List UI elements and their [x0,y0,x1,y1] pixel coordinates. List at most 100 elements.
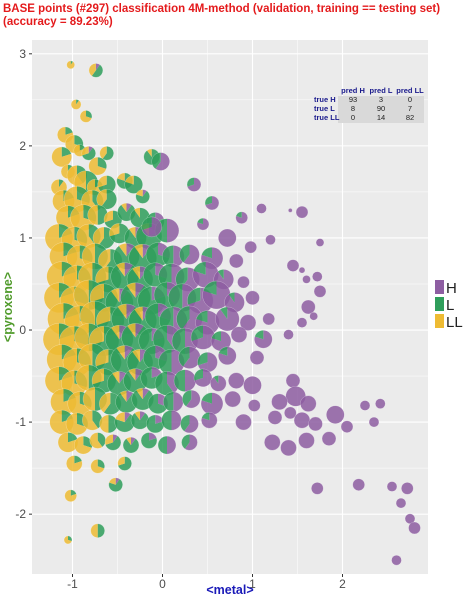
pie-point [312,271,323,282]
pie-point [298,266,306,274]
pie-outline [375,398,386,409]
pie-slice [408,521,421,534]
pie-slice [300,395,317,412]
pie-point [163,391,184,413]
pie-point [88,156,107,176]
pie-outline [182,389,201,409]
pie-slice [184,414,199,433]
cm-cell: 0 [351,113,355,122]
pie-slice [98,248,111,271]
pie-slice [141,216,152,230]
pie-outline [218,228,237,248]
pie-slice [268,410,282,425]
pie-slice [109,477,116,485]
pie-outline [249,350,265,365]
pie-slice [99,414,109,433]
pie-slice [264,434,281,451]
pie-slice [67,391,92,416]
pie-slice [57,432,79,453]
pie-slice [254,330,273,349]
pie-point [218,346,237,365]
pie-outline [280,439,297,457]
pie-slice [176,305,190,330]
pie-point [368,416,380,428]
pie-slice [155,371,175,396]
pie-slice [271,393,288,410]
pie-slice [96,189,107,208]
pie-slice [301,300,316,314]
pie-slice [284,406,297,419]
pie-slice [95,349,109,367]
pie-point [96,189,117,210]
pie-slice [117,172,125,181]
pie-slice [73,280,89,311]
pie-point [293,412,311,429]
pie-slice [250,350,264,365]
pie-slice [245,290,260,305]
pie-point [70,99,82,110]
pie-slice [102,146,114,161]
pie-slice [181,434,190,449]
pie-point [326,405,345,424]
pie-slice [117,303,127,319]
pie-slice [341,420,353,433]
pie-point [237,275,250,289]
pie-slice [161,410,172,431]
pie-slice [179,244,190,263]
pie-slice [124,175,143,194]
pie-outline [391,554,402,566]
pie-slice [120,390,127,402]
pie-slice [309,312,318,321]
pie-slice [235,211,248,224]
pie-outline [124,175,143,194]
pie-slice [174,369,185,392]
pie-slice [135,190,150,204]
pie-slice [196,310,208,323]
y-tick-label: -2 [15,507,26,521]
pie-slice [280,439,297,456]
pie-slice [74,135,84,147]
pie-slice [231,326,247,343]
cm-col-header-l: pred L [370,86,393,95]
pie-slice [103,210,113,223]
pie-outline [298,266,306,274]
pie-slice [155,152,170,171]
pie-slice [262,312,275,325]
y-axis-ticks: -2 -1 0 1 2 3 [15,47,32,521]
cm-cell: 90 [377,104,385,113]
pie-outline [196,217,210,231]
pie-slice [183,346,201,369]
pie-slice [297,317,307,328]
cm-cell: 8 [351,104,355,113]
pie-point [386,481,398,492]
pie-point [215,306,240,332]
pie-point [193,368,213,388]
pie-slice [76,224,96,249]
pie-slice [217,269,224,280]
pie-slice [228,292,235,303]
pie-outline [140,432,158,449]
pie-point [192,261,219,288]
pie-outline [308,416,323,432]
pie-outline [262,312,275,326]
pie-slice [88,63,96,77]
pie-point [57,432,79,453]
pie-outline [296,317,308,328]
pie-slice [296,206,308,219]
pie-slice [119,371,127,384]
pie-outline [181,434,198,451]
pie-slice [70,60,74,65]
pie-point [308,416,323,432]
x-tick-label: 0 [159,577,166,591]
pie-slice [118,243,127,257]
pie-slice [126,282,136,298]
pie-point [82,410,103,431]
chart-title-line-1: BASE points (#297) classification 4M-met… [3,3,440,15]
pie-outline [265,234,276,245]
pie-outline [141,216,162,238]
pie-outline [122,436,140,454]
pie-slice [111,325,120,340]
pie-slice [91,64,103,78]
pie-point [302,275,311,284]
pie-slice [215,306,240,331]
